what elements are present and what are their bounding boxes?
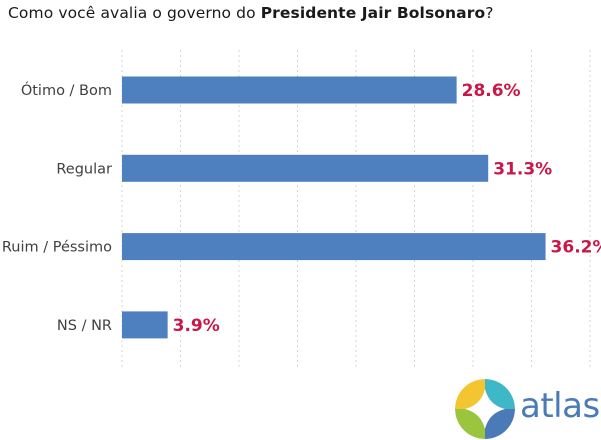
category-label: Ótimo / Bom (21, 81, 112, 99)
value-label: 28.6% (462, 81, 521, 101)
bar (122, 233, 546, 261)
bar (122, 311, 168, 339)
title-suffix: ? (485, 4, 494, 22)
atlas-logo-icon (455, 379, 515, 439)
value-label: 3.9% (173, 316, 220, 336)
value-label: 36.2% (551, 238, 601, 258)
category-label: Ruim / Péssimo (2, 240, 112, 256)
title-bold: Presidente Jair Bolsonaro (260, 4, 486, 22)
bar (122, 76, 457, 104)
title-prefix: Como você avalia o governo do (8, 4, 261, 22)
chart-title: Como você avalia o governo do Presidente… (8, 4, 494, 22)
category-label: Regular (56, 161, 112, 177)
category-label: NS / NR (57, 318, 112, 334)
value-label: 31.3% (493, 159, 552, 179)
logo-text: atlas (520, 386, 600, 426)
bar (122, 154, 489, 182)
